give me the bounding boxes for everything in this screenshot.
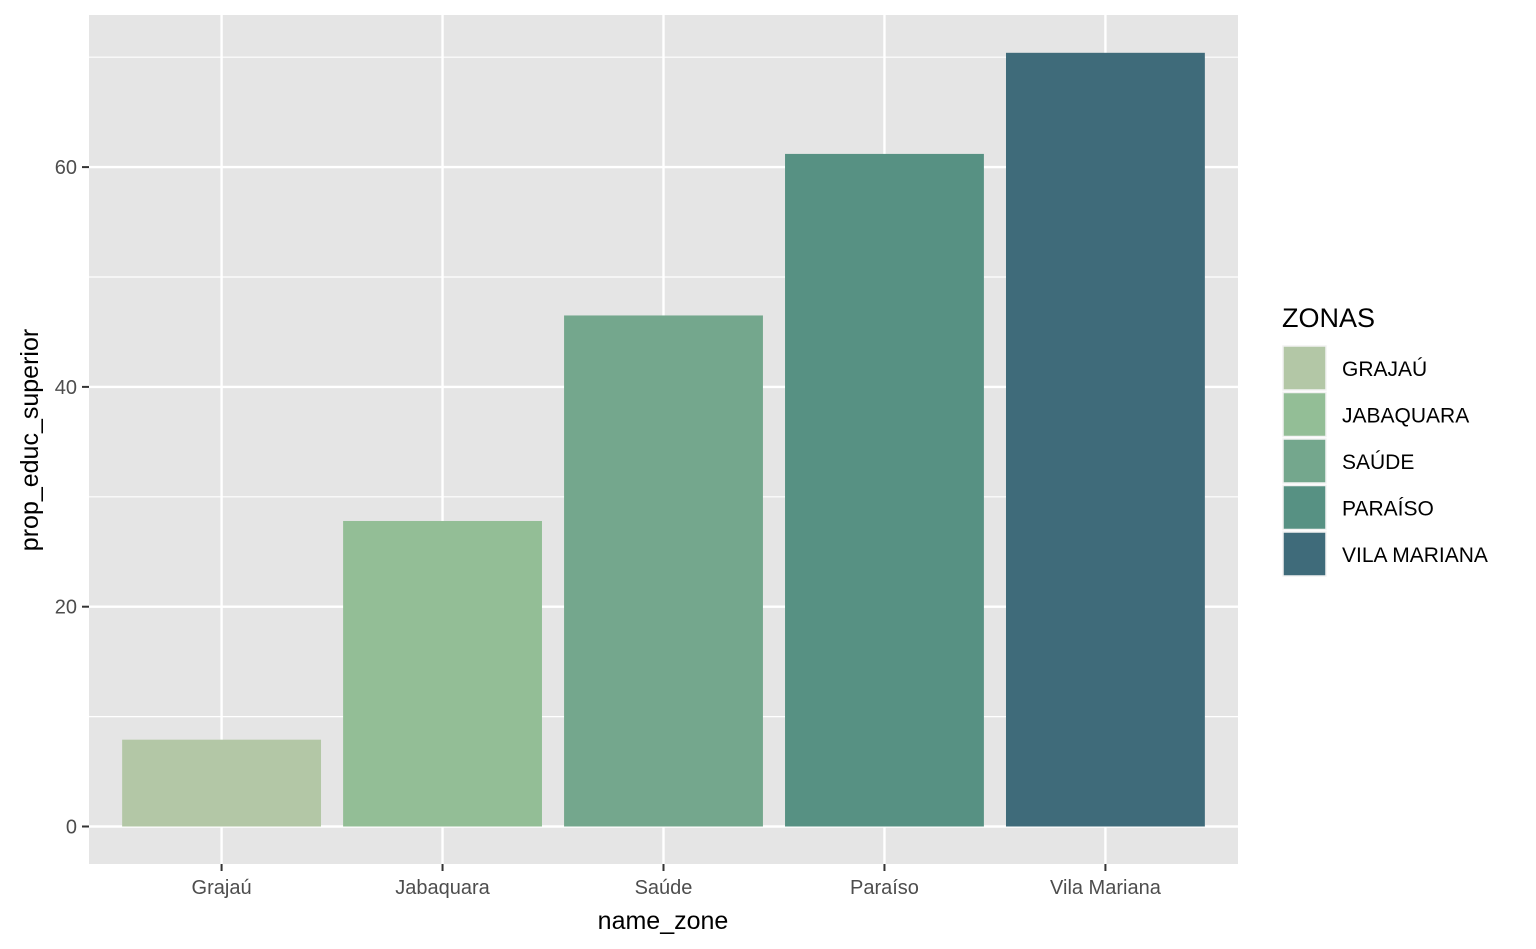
bar [564,315,763,827]
y-tick-label: 60 [55,157,77,179]
bar [785,153,984,827]
legend-label: JABAQUARA [1342,405,1469,428]
y-axis-title: prop_educ_superior [16,329,44,551]
x-axis-title: name_zone [598,907,729,935]
legend-key [1282,531,1327,577]
legend-label: VILA MARIANA [1342,544,1488,567]
legend-key [1282,345,1327,391]
legend-key [1282,391,1327,438]
x-tick-label: Saúde [635,877,693,899]
legend-label: GRAJAÚ [1342,358,1427,381]
legend-key [1282,484,1327,531]
legend-title: ZONAS [1282,303,1375,333]
y-tick-label: 0 [66,817,77,839]
y-tick-label: 20 [55,597,77,619]
x-tick-label: Grajaú [192,877,252,899]
y-tick-label: 40 [55,377,77,399]
bar [343,520,542,827]
bar [1005,52,1205,827]
legend-key [1282,438,1327,484]
x-axis: Grajaú Jabaquara Saúde Paraíso Vila Mariana [192,864,1162,899]
y-axis: 0 20 40 60 [55,157,89,839]
x-tick-label: Jabaquara [395,877,490,899]
x-tick-label: Paraíso [850,877,919,899]
legend-label: SAÚDE [1342,451,1414,474]
bar [122,739,322,827]
bars [122,52,1205,827]
legend-label: PARAÍSO [1342,498,1434,521]
legend: ZONAS GRAJAÚ JABAQUARA SAÚDE PARAÍSO VILA MA… [1282,303,1488,577]
legend-items: GRAJAÚ JABAQUARA SAÚDE PARAÍSO VILA MARIANA [1282,345,1488,577]
x-tick-label: Vila Mariana [1050,877,1162,899]
